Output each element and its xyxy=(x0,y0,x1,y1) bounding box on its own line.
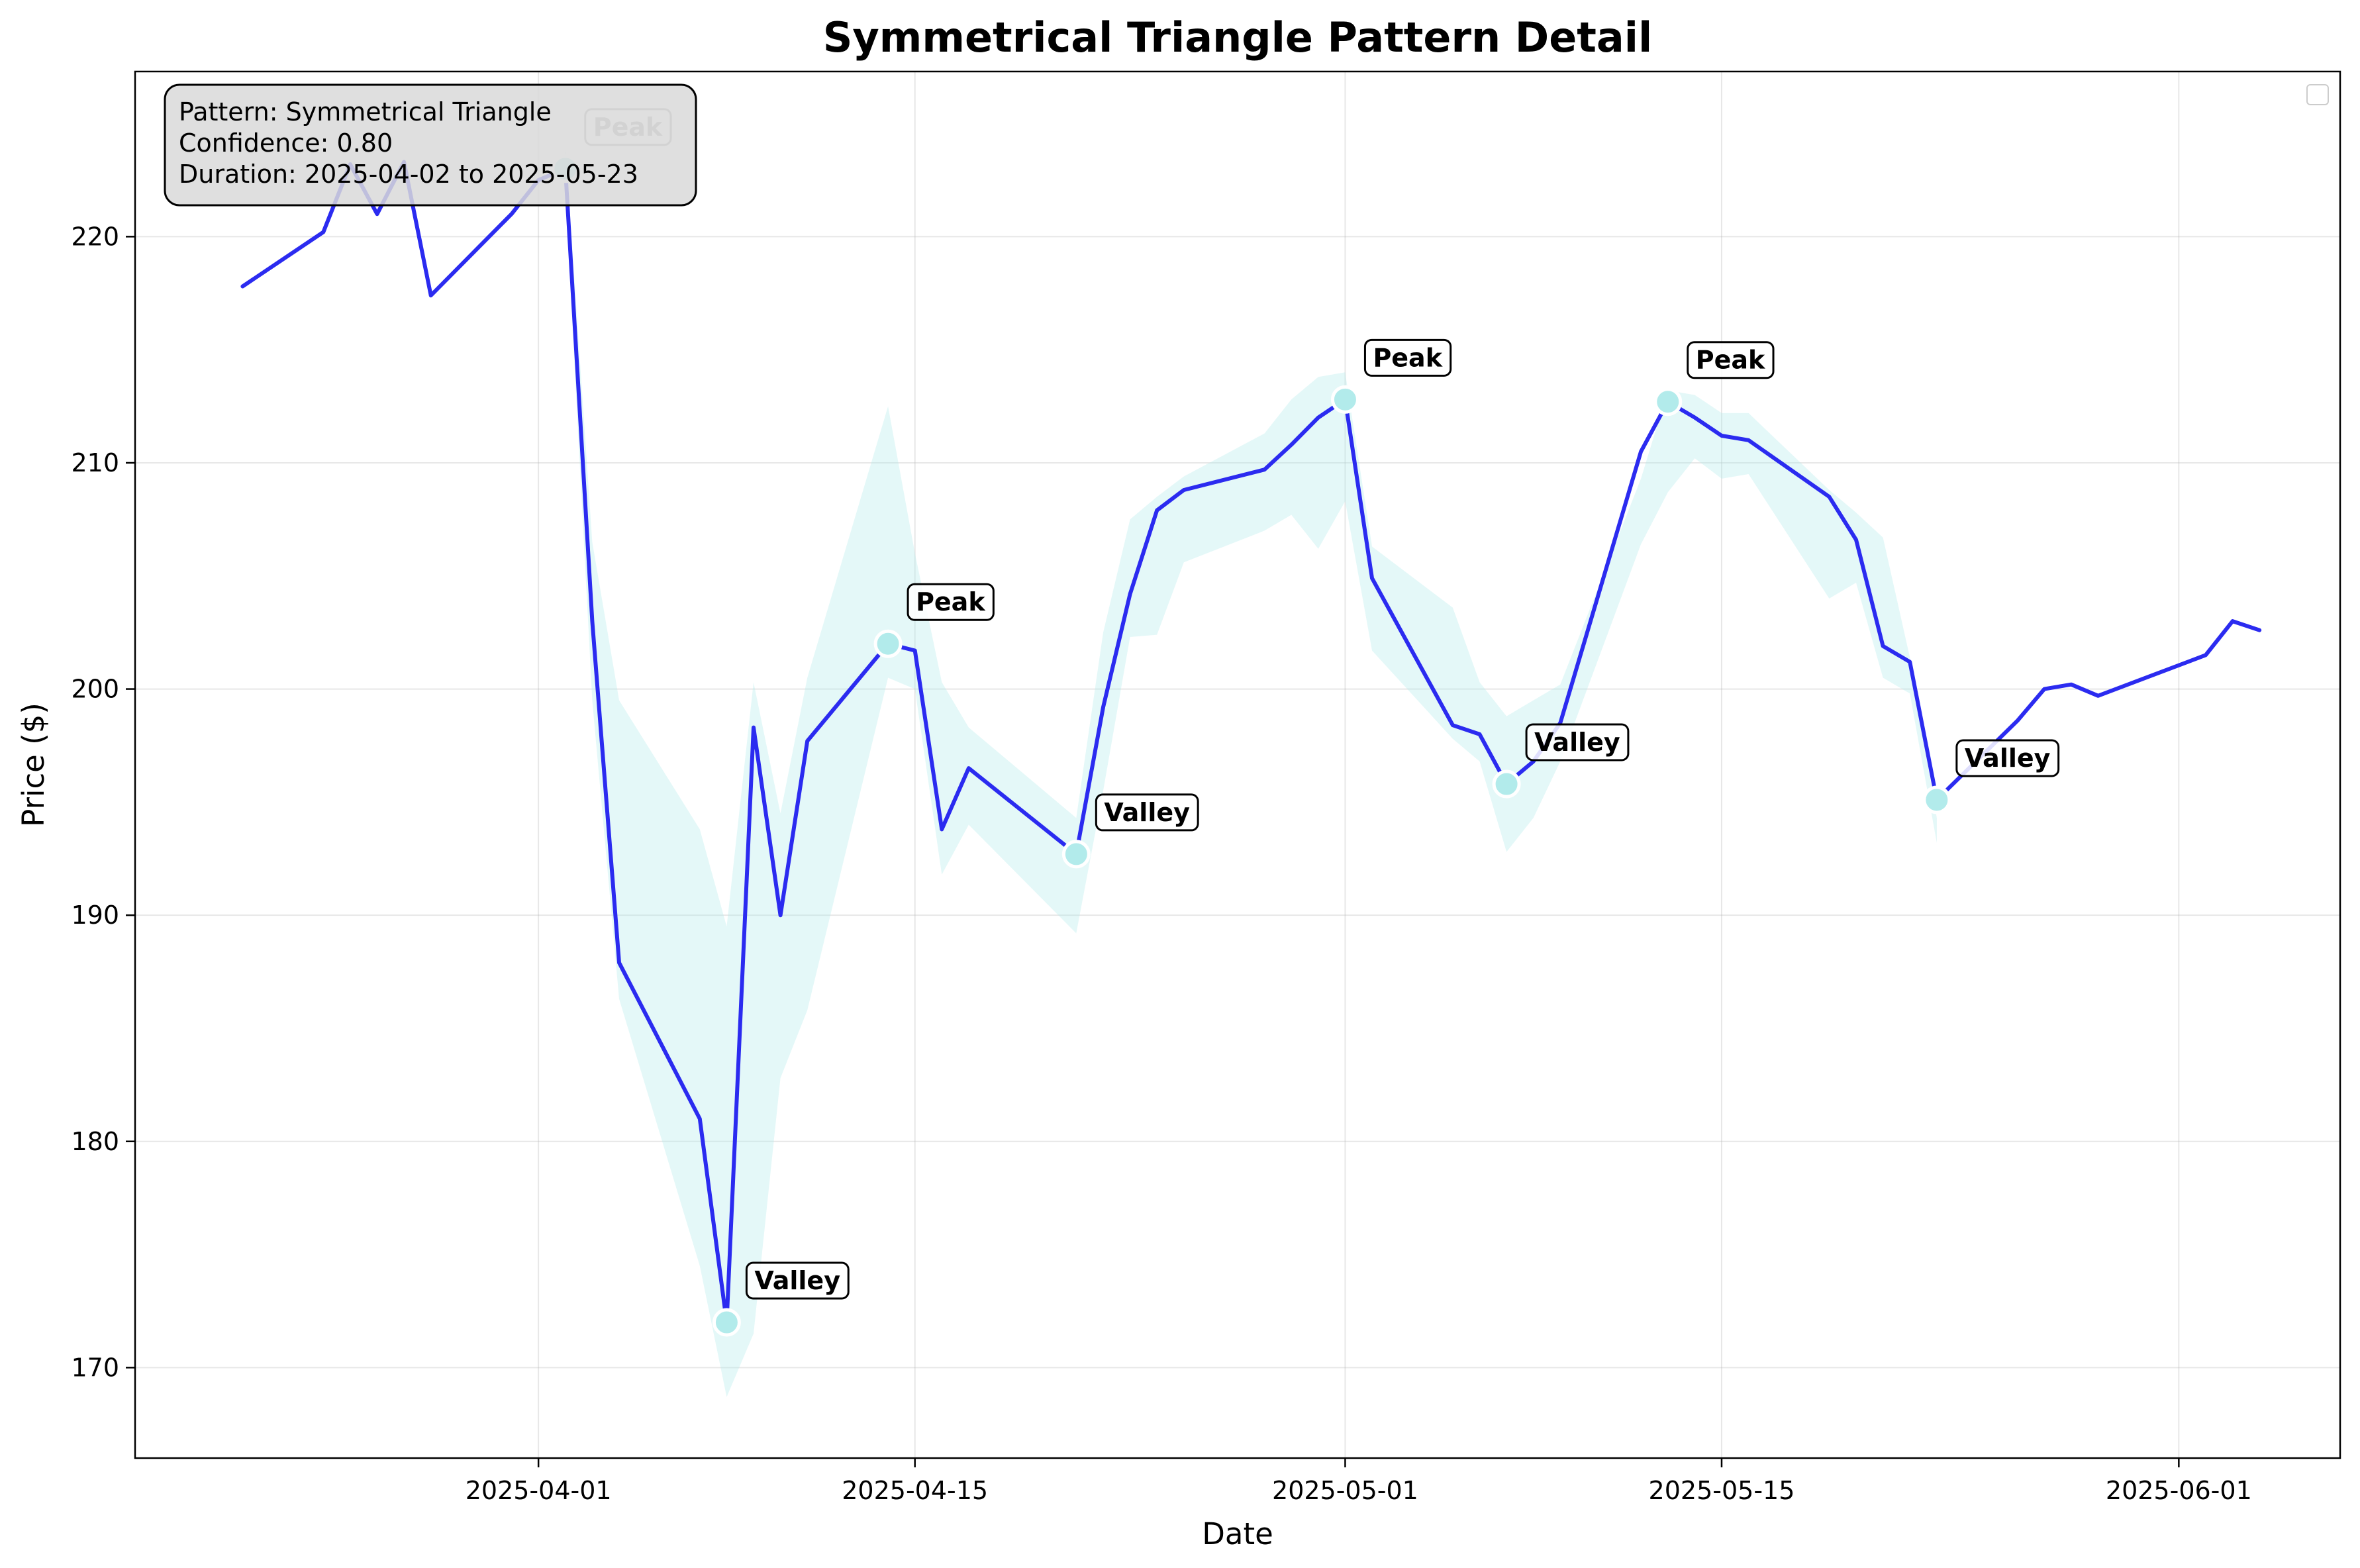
y-tick-label-2: 190 xyxy=(71,901,119,930)
annotation-label-2: Peak xyxy=(916,587,985,616)
annotation-2: Peak xyxy=(907,583,995,621)
extremum-marker-6 xyxy=(1653,387,1683,416)
annotation-3: Valley xyxy=(1095,793,1199,832)
annotation-4: Peak xyxy=(1363,338,1452,377)
annotation-box-6 xyxy=(1687,341,1775,379)
extremum-marker-5 xyxy=(1492,769,1521,799)
x-tick-label-0: 2025-04-01 xyxy=(466,1476,612,1505)
info-box-background xyxy=(164,83,697,207)
plot-frame xyxy=(134,70,2341,1459)
y-tick-label-5: 220 xyxy=(71,222,119,251)
x-tick-label-1: 2025-04-15 xyxy=(842,1476,988,1505)
confidence-band xyxy=(565,146,1937,1397)
annotation-box-4 xyxy=(1363,338,1452,377)
legend-box xyxy=(2306,84,2329,105)
annotation-box-5 xyxy=(1525,723,1630,761)
annotation-label-1: Valley xyxy=(754,1266,840,1295)
extremum-marker-7 xyxy=(1922,785,1951,814)
annotation-6: Peak xyxy=(1687,341,1775,379)
x-tick-label-3: 2025-05-15 xyxy=(1649,1476,1795,1505)
chart-title: Symmetrical Triangle Pattern Detail xyxy=(823,13,1653,62)
annotation-label-3: Valley xyxy=(1104,798,1190,827)
annotation-box-1 xyxy=(745,1261,850,1300)
extremum-marker-1 xyxy=(712,1308,741,1337)
info-box: Pattern: Symmetrical Triangle Confidence… xyxy=(164,83,697,207)
annotation-1: Valley xyxy=(745,1261,850,1300)
extremum-marker-2 xyxy=(873,629,903,658)
info-confidence: Confidence: 0.80 xyxy=(179,128,393,158)
annotation-label-5: Valley xyxy=(1534,728,1620,757)
annotation-label-4: Peak xyxy=(1373,343,1442,372)
annotation-box-7 xyxy=(1955,739,2060,777)
y-tick-label-0: 170 xyxy=(71,1353,119,1382)
x-axis-label: Date xyxy=(1202,1516,1273,1551)
extremum-marker-3 xyxy=(1061,840,1091,869)
annotation-box-2 xyxy=(907,583,995,621)
price-series-line xyxy=(240,160,2262,1324)
y-tick-label-4: 210 xyxy=(71,448,119,477)
y-tick-label-3: 200 xyxy=(71,675,119,704)
annotation-7: Valley xyxy=(1955,739,2060,777)
grid-lines xyxy=(135,72,2340,1458)
x-tick-label-2: 2025-05-01 xyxy=(1272,1476,1418,1505)
extremum-marker-4 xyxy=(1330,385,1359,414)
price-line xyxy=(240,160,2262,1324)
confidence-band-area xyxy=(565,146,1937,1397)
annotation-5: Valley xyxy=(1525,723,1630,761)
x-tick-label-4: 2025-06-01 xyxy=(2106,1476,2252,1505)
info-pattern: Pattern: Symmetrical Triangle xyxy=(179,97,552,126)
annotation-label-7: Valley xyxy=(1965,744,2051,773)
y-axis-label: Price ($) xyxy=(16,703,51,827)
annotation-box-3 xyxy=(1095,793,1199,832)
info-duration: Duration: 2025-04-02 to 2025-05-23 xyxy=(179,160,638,189)
y-tick-label-1: 180 xyxy=(71,1127,119,1156)
axis-ticks: 2025-04-01 2025-04-15 2025-05-01 2025-05-15… xyxy=(71,222,2251,1505)
annotation-label-6: Peak xyxy=(1696,346,1765,375)
